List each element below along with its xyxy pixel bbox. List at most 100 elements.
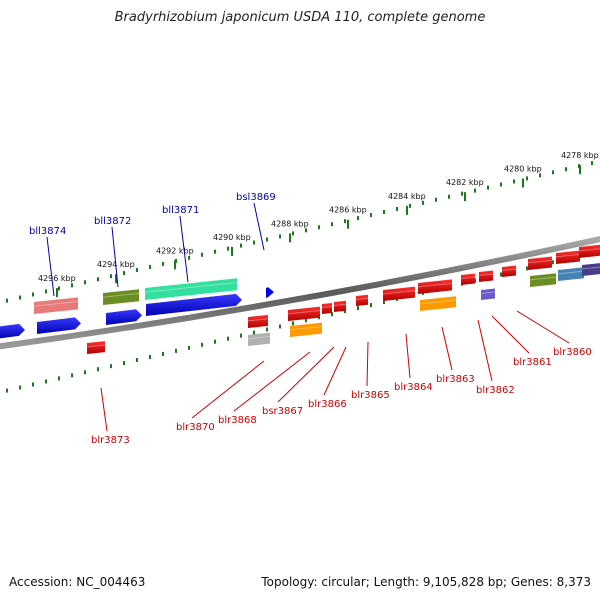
gene-blr3868[interactable] [287, 306, 321, 321]
gene-label-blr3860[interactable]: blr3860 [553, 347, 592, 358]
ruler-top-tick [500, 182, 502, 187]
gene-label-bsr3867[interactable]: bsr3867 [262, 406, 303, 417]
gene-label-blr3864[interactable]: blr3864 [394, 382, 433, 393]
gene-label-bll3874[interactable]: bll3874 [29, 226, 66, 237]
gene-label-bll3872[interactable]: bll3872 [94, 216, 131, 227]
gene-grey[interactable] [247, 332, 271, 346]
gene-steel[interactable] [557, 267, 585, 281]
gene-bll3871[interactable] [144, 278, 238, 300]
ruler-bottom-tick [175, 348, 177, 353]
gene-blr3865[interactable] [355, 294, 369, 306]
ruler-bottom-tick [552, 260, 554, 265]
gene-label-blr3868[interactable]: blr3868 [218, 415, 257, 426]
gene-blr3866[interactable] [333, 300, 347, 312]
gene-label-blr3862[interactable]: blr3862 [476, 385, 515, 396]
major-tick [231, 246, 233, 256]
ruler-bottom-tick [266, 327, 268, 332]
gene-bll3874[interactable] [33, 297, 79, 314]
gene-bsl3869[interactable] [266, 287, 274, 298]
gene-bsr3867[interactable] [321, 302, 333, 314]
ruler-top-tick [305, 228, 307, 233]
ruler-bottom-tick [227, 336, 229, 341]
ruler-top-tick [253, 240, 255, 245]
ruler-top-tick [409, 203, 411, 208]
gene-red-edge[interactable] [578, 244, 600, 258]
ruler-top-tick [97, 277, 99, 282]
gene-red-3[interactable] [527, 256, 553, 270]
major-tick [406, 205, 408, 215]
ruler-bottom-tick [370, 303, 372, 308]
major-tick [347, 219, 349, 229]
gene-blue-4[interactable] [146, 293, 242, 316]
ruler-top-tick [370, 213, 372, 218]
ruler-top-tick [292, 231, 294, 236]
gene-label-blr3866[interactable]: blr3866 [308, 399, 347, 410]
tick-label: 4282 kbp [446, 178, 484, 187]
tick-label: 4286 kbp [329, 206, 367, 215]
accession-text: Accession: NC_004463 [9, 575, 146, 589]
gene-orange-2[interactable] [419, 296, 457, 311]
ruler-top-tick [84, 280, 86, 285]
major-tick [174, 260, 176, 270]
ruler-top-tick [240, 243, 242, 248]
gene-label-blr3863[interactable]: blr3863 [436, 374, 475, 385]
ruler-bottom-tick [149, 354, 151, 359]
ruler-bottom-tick [526, 266, 528, 271]
ruler-bottom-tick [240, 333, 242, 338]
gene-red-small-1[interactable] [460, 273, 476, 285]
gene-orange-1[interactable] [289, 322, 323, 337]
ruler-top-tick [513, 179, 515, 184]
tick-label: 4292 kbp [156, 246, 194, 255]
gene-blr3873[interactable] [86, 341, 106, 354]
ruler-top-tick [227, 246, 229, 251]
ruler-top-tick [318, 225, 320, 230]
ruler-top-tick [552, 170, 554, 175]
gene-blr3863[interactable] [417, 279, 453, 294]
ruler-top-tick [526, 176, 528, 181]
ruler-bottom-tick [123, 361, 125, 366]
gene-label-blr3873[interactable]: blr3873 [91, 435, 130, 446]
ruler-top-tick [162, 261, 164, 266]
gene-blue-2[interactable] [37, 317, 81, 334]
major-tick [115, 274, 117, 284]
gene-blr3864[interactable] [382, 286, 416, 301]
ruler-top-tick [383, 209, 385, 214]
ruler-bottom-tick [344, 309, 346, 314]
gene-slate[interactable] [581, 263, 600, 276]
gene-label-bll3871[interactable]: bll3871 [162, 205, 199, 216]
ruler-top-tick [123, 271, 125, 276]
gene-blue-left[interactable] [0, 323, 25, 339]
ruler-top-tick [266, 237, 268, 242]
gene-blr3861[interactable] [501, 265, 517, 277]
ruler-top-tick [6, 298, 8, 303]
gene-label-bsl3869[interactable]: bsl3869 [236, 192, 276, 203]
gene-blue-3[interactable] [106, 309, 142, 325]
major-tick [56, 288, 58, 298]
ruler-bottom-tick [84, 370, 86, 375]
ruler-top-tick [201, 252, 203, 257]
gene-blr3862[interactable] [480, 288, 496, 300]
gene-olive-2[interactable] [529, 273, 557, 287]
gene-label-blr3861[interactable]: blr3861 [513, 357, 552, 368]
gene-label-blr3870[interactable]: blr3870 [176, 422, 215, 433]
major-tick [289, 233, 291, 243]
ruler-bottom-tick [71, 373, 73, 378]
map-title: Bradyrhizobium japonicum USDA 110, compl… [114, 10, 486, 25]
ruler-top-tick [539, 173, 541, 178]
gene-red-small-2[interactable] [478, 270, 494, 282]
ruler-top-tick [396, 206, 398, 211]
gene-bll3872[interactable] [102, 289, 140, 305]
ruler-bottom-tick [136, 358, 138, 363]
ruler-top-tick [110, 274, 112, 279]
ruler-top-tick [344, 219, 346, 224]
ruler-top-tick [45, 289, 47, 294]
gene-blr3860[interactable] [555, 250, 581, 264]
ruler-bottom-tick [292, 321, 294, 326]
ruler-bottom-tick [97, 367, 99, 372]
ruler-top-tick [461, 191, 463, 196]
gene-blr3870[interactable] [247, 314, 269, 328]
gene-label-blr3865[interactable]: blr3865 [351, 390, 390, 401]
ruler-top-tick [487, 185, 489, 190]
tick-label: 4280 kbp [504, 165, 542, 174]
ruler-top-tick [591, 161, 593, 166]
